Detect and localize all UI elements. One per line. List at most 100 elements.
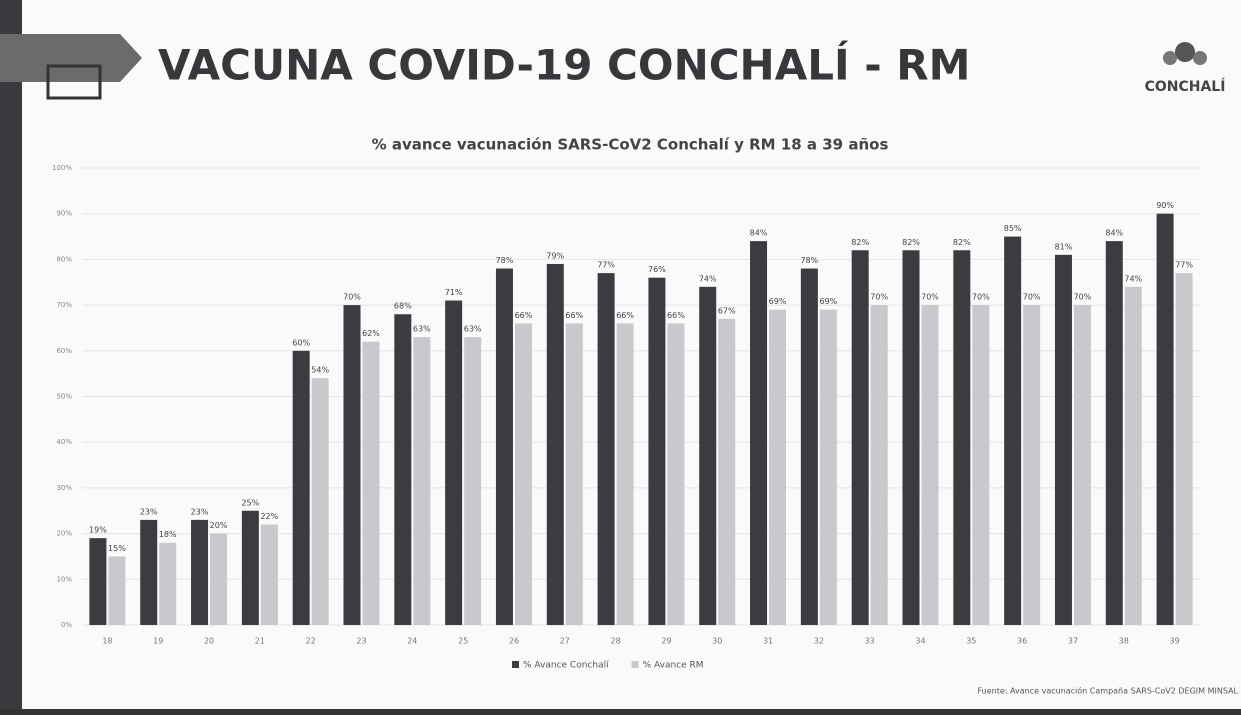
- y-tick-label: 100%: [52, 164, 72, 172]
- x-tick-label: 19: [153, 637, 163, 646]
- bar: [292, 350, 310, 625]
- x-tick-label: 37: [1068, 637, 1078, 646]
- x-tick-label: 35: [966, 637, 976, 646]
- value-label: 23%: [140, 507, 158, 516]
- value-label: 78%: [496, 256, 514, 265]
- bar: [800, 268, 818, 625]
- legend-swatch: [512, 661, 519, 668]
- bar: [1054, 254, 1072, 625]
- logo-icon: [1193, 51, 1207, 65]
- value-label: 71%: [445, 288, 463, 297]
- value-label: 18%: [159, 530, 177, 539]
- value-label: 66%: [667, 311, 685, 320]
- bar: [1175, 273, 1193, 625]
- bar: [343, 305, 361, 625]
- title-box: [46, 64, 102, 100]
- x-tick-label: 34: [915, 637, 925, 646]
- value-label: 23%: [191, 507, 209, 516]
- value-label: 22%: [260, 512, 278, 521]
- x-tick-label: 28: [610, 637, 620, 646]
- x-tick-label: 30: [712, 637, 722, 646]
- legend-swatch: [631, 661, 639, 668]
- bar: [514, 323, 532, 625]
- value-label: 62%: [362, 329, 380, 338]
- bar: [311, 378, 329, 625]
- value-label: 78%: [800, 256, 818, 265]
- bar: [108, 556, 126, 625]
- bar: [648, 277, 666, 625]
- bar: [819, 309, 837, 625]
- bar: [495, 268, 513, 625]
- bar: [565, 323, 583, 625]
- bar: [1105, 241, 1123, 625]
- bar: [464, 337, 482, 625]
- bar: [362, 341, 380, 625]
- y-tick-label: 30%: [56, 484, 72, 492]
- value-label: 84%: [1105, 229, 1123, 238]
- value-label: 82%: [902, 238, 920, 247]
- bottom-rule: [0, 709, 1241, 715]
- bar: [851, 250, 869, 625]
- logo-icon: [1163, 51, 1177, 65]
- bar: [750, 241, 768, 625]
- value-label: 90%: [1156, 201, 1174, 210]
- value-label: 76%: [648, 265, 666, 274]
- y-tick-label: 10%: [56, 575, 72, 583]
- value-label: 25%: [241, 498, 259, 507]
- bar: [616, 323, 634, 625]
- value-label: 70%: [921, 293, 939, 302]
- bar: [1124, 286, 1142, 625]
- bar: [921, 305, 939, 625]
- value-label: 70%: [870, 293, 888, 302]
- value-label: 79%: [546, 251, 564, 260]
- x-tick-label: 18: [102, 637, 112, 646]
- value-label: 66%: [515, 311, 533, 320]
- bar: [902, 250, 920, 625]
- bar: [445, 300, 463, 625]
- source: Fuente: Avance vacunación Campaña SARS-C…: [977, 686, 1238, 696]
- bar: [140, 519, 158, 625]
- value-label: 82%: [851, 238, 869, 247]
- x-tick-label: 26: [509, 637, 519, 646]
- bar: [413, 337, 431, 625]
- y-tick-label: 50%: [56, 393, 72, 401]
- logo: CONCHALÍ: [1145, 42, 1225, 95]
- bar: [1156, 213, 1174, 625]
- value-label: 70%: [1023, 293, 1041, 302]
- value-label: 81%: [1055, 242, 1073, 251]
- bar: [597, 273, 615, 625]
- side-bar: [0, 0, 22, 715]
- y-tick-label: 90%: [56, 210, 72, 218]
- bar: [718, 318, 736, 625]
- bar: [1023, 305, 1041, 625]
- value-label: 85%: [1004, 224, 1022, 233]
- x-tick-label: 32: [814, 637, 824, 646]
- bar: [89, 538, 107, 625]
- legend-label: % Avance RM: [643, 661, 704, 671]
- bar: [1004, 236, 1022, 626]
- value-label: 15%: [108, 544, 126, 553]
- x-tick-label: 20: [204, 637, 214, 646]
- bar: [769, 309, 787, 625]
- bar: [953, 250, 971, 625]
- value-label: 68%: [394, 302, 412, 311]
- value-label: 74%: [1124, 274, 1142, 283]
- value-label: 19%: [89, 526, 107, 535]
- value-label: 69%: [769, 297, 787, 306]
- logo-icon: [1175, 42, 1195, 62]
- value-label: 77%: [1175, 261, 1193, 270]
- bar: [699, 286, 717, 625]
- bar: [546, 263, 564, 625]
- value-label: 60%: [292, 338, 310, 347]
- value-label: 70%: [1074, 293, 1092, 302]
- title-arrow: [0, 34, 142, 82]
- x-tick-label: 33: [865, 637, 875, 646]
- bar: [260, 524, 278, 625]
- bar: [870, 305, 888, 625]
- bar: [1073, 305, 1091, 625]
- value-label: 70%: [972, 293, 990, 302]
- value-label: 63%: [413, 325, 431, 334]
- x-tick-label: 31: [763, 637, 773, 646]
- x-tick-label: 27: [560, 637, 570, 646]
- value-label: 84%: [750, 229, 768, 238]
